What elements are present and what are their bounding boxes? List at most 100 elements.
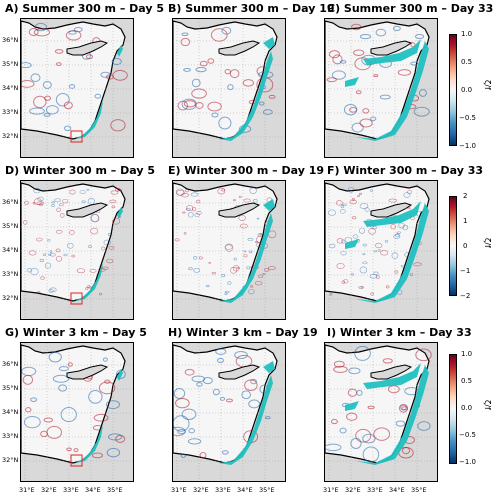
positive-vorticity-eddy [63, 101, 73, 110]
negative-vorticity-eddy [243, 250, 247, 253]
cyprus-island [218, 202, 261, 218]
colorbar-row3 [449, 354, 457, 464]
negative-vorticity-eddy [45, 105, 59, 115]
positive-vorticity-eddy [91, 452, 103, 459]
negative-vorticity-eddy [94, 93, 102, 99]
negative-vorticity-eddy [249, 187, 257, 194]
positive-vorticity-eddy [93, 413, 109, 422]
panel-title-f: F) Winter 300 m – Day 33 [327, 164, 484, 177]
negative-vorticity-eddy [181, 408, 197, 420]
positive-vorticity-eddy [254, 241, 259, 244]
positive-vorticity-eddy [191, 207, 197, 212]
negative-vorticity-eddy [88, 389, 103, 404]
negative-vorticity-eddy [181, 32, 189, 37]
positive-vorticity-eddy [362, 108, 370, 114]
positive-vorticity-eddy [258, 274, 264, 279]
lon-tick: 33°E [63, 486, 79, 494]
positive-vorticity-eddy [207, 58, 215, 64]
negative-vorticity-eddy [347, 186, 355, 193]
negative-vorticity-eddy [233, 257, 237, 261]
cyprus-island [370, 40, 413, 56]
positive-vorticity-eddy [359, 118, 373, 128]
negative-vorticity-eddy [348, 367, 361, 375]
positive-vorticity-eddy [176, 190, 185, 196]
negative-vorticity-eddy [393, 234, 401, 239]
lat-tick: 34°N [2, 84, 19, 92]
colorbar-label: ζ/f [483, 400, 492, 410]
negative-vorticity-eddy [356, 389, 363, 396]
positive-vorticity-eddy [330, 418, 338, 425]
positive-vorticity-eddy [373, 427, 391, 441]
tracer-patch [219, 375, 273, 465]
positive-vorticity-eddy [242, 79, 255, 87]
lon-tick: 35°E [107, 486, 123, 494]
tracer-patch [117, 207, 123, 219]
negative-vorticity-eddy [26, 268, 33, 273]
positive-vorticity-eddy [329, 293, 333, 296]
positive-vorticity-eddy [183, 232, 187, 235]
negative-vorticity-eddy [362, 261, 368, 265]
negative-vorticity-eddy [391, 252, 399, 259]
negative-vorticity-eddy [73, 26, 83, 33]
negative-vorticity-eddy [106, 447, 121, 458]
tracer-patch [355, 41, 429, 141]
tracer-patch [345, 239, 359, 249]
negative-vorticity-eddy [98, 292, 103, 296]
positive-vorticity-eddy [229, 69, 240, 79]
release-box [70, 130, 83, 143]
positive-vorticity-eddy [199, 452, 207, 459]
panel-title-b: B) Summer 300 m – Day 19 [168, 2, 335, 15]
colorbar-tick: −1.0 [459, 458, 476, 466]
negative-vorticity-eddy [329, 243, 336, 249]
negative-vorticity-eddy [30, 397, 38, 402]
negative-vorticity-eddy [392, 25, 401, 31]
colorbar-label: ζ/f [483, 238, 492, 248]
positive-vorticity-eddy [85, 287, 89, 290]
negative-vorticity-eddy [262, 272, 266, 275]
positive-vorticity-eddy [238, 195, 242, 199]
negative-vorticity-eddy [409, 272, 414, 277]
tracer-patch [75, 263, 103, 301]
positive-vorticity-eddy [373, 74, 379, 78]
lat-tick: 32°N [2, 294, 19, 302]
positive-vorticity-eddy [185, 189, 189, 193]
negative-vorticity-eddy [352, 234, 359, 239]
negative-vorticity-eddy [205, 284, 210, 288]
positive-vorticity-eddy [343, 279, 349, 284]
negative-vorticity-eddy [373, 250, 377, 253]
positive-vorticity-eddy [225, 243, 234, 252]
negative-vorticity-eddy [256, 217, 260, 220]
positive-vorticity-eddy [28, 250, 37, 256]
negative-vorticity-eddy [258, 101, 265, 106]
negative-vorticity-eddy [339, 60, 347, 64]
negative-vorticity-eddy [418, 89, 427, 97]
negative-vorticity-eddy [341, 239, 346, 244]
positive-vorticity-eddy [232, 199, 236, 202]
lon-tick: 32°E [41, 486, 57, 494]
positive-vorticity-eddy [243, 254, 248, 258]
lat-tick: 35°N [2, 384, 19, 392]
cyprus-island [66, 40, 109, 56]
tracer-patch [363, 363, 421, 389]
negative-vorticity-eddy [79, 190, 86, 194]
positive-vorticity-eddy [336, 262, 345, 270]
negative-vorticity-eddy [52, 374, 70, 383]
lat-tick: 36°N [2, 360, 19, 368]
negative-vorticity-eddy [262, 109, 273, 115]
negative-vorticity-eddy [87, 284, 91, 288]
negative-vorticity-eddy [48, 288, 54, 293]
positive-vorticity-eddy [37, 291, 41, 293]
lat-tick: 32°N [2, 456, 19, 464]
positive-vorticity-eddy [89, 268, 97, 273]
cyprus-island [370, 364, 413, 380]
negative-vorticity-eddy [403, 192, 411, 198]
colorbar-tick: −2 [460, 292, 471, 300]
negative-vorticity-eddy [248, 399, 261, 409]
negative-vorticity-eddy [331, 70, 346, 80]
panel-title-i: I) Winter 3 km – Day 33 [327, 326, 472, 339]
positive-vorticity-eddy [415, 348, 432, 362]
positive-vorticity-eddy [101, 246, 106, 251]
positive-vorticity-eddy [211, 271, 216, 275]
positive-vorticity-eddy [115, 188, 121, 192]
map-canvas [21, 181, 133, 319]
